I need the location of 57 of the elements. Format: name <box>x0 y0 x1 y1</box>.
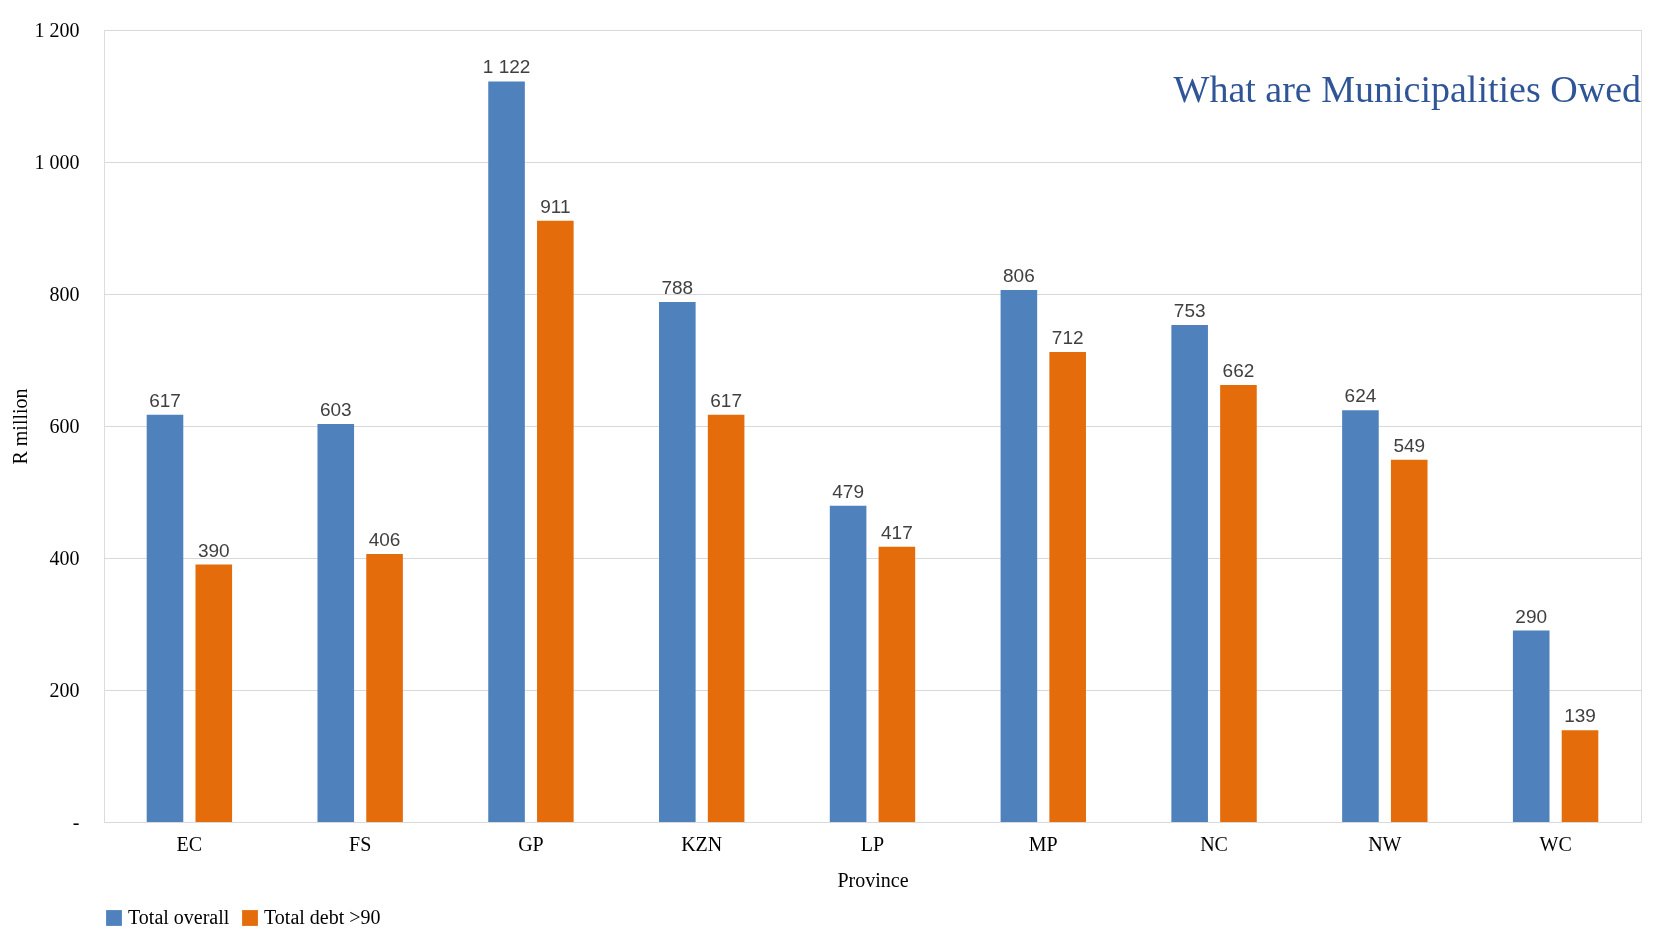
data-label: 1 122 <box>482 56 531 78</box>
legend-label: Total overall <box>128 906 230 928</box>
data-label: 479 <box>832 480 864 502</box>
data-label: 290 <box>1515 605 1548 627</box>
x-tick-label: MP <box>1028 832 1058 855</box>
y-tick-label: 600 <box>49 414 80 437</box>
x-tick-label: EC <box>176 832 203 855</box>
y-tick-label: - <box>72 810 80 833</box>
x-tick-label: NC <box>1200 832 1228 855</box>
bar <box>878 546 916 822</box>
x-axis-title: Province <box>837 868 909 891</box>
bar <box>366 554 403 822</box>
bar <box>146 414 184 822</box>
data-label: 662 <box>1222 360 1255 382</box>
bar <box>488 81 525 822</box>
bar <box>1171 325 1208 822</box>
data-label: 417 <box>881 521 913 543</box>
bar <box>659 301 696 822</box>
y-tick-label: 1 200 <box>34 18 80 41</box>
data-label: 617 <box>710 389 742 411</box>
bar <box>537 220 574 822</box>
y-tick-label: 1 000 <box>34 150 80 173</box>
legend-label: Total debt >90 <box>264 906 381 928</box>
y-axis-title: R million <box>8 388 31 465</box>
data-label: 806 <box>1003 265 1035 287</box>
x-tick-label: FS <box>349 832 372 855</box>
data-label: 139 <box>1564 705 1596 727</box>
data-label: 390 <box>197 539 230 561</box>
data-label: 753 <box>1173 300 1206 322</box>
x-tick-label: LP <box>860 832 885 855</box>
bar <box>317 424 355 822</box>
data-label: 617 <box>149 389 181 411</box>
data-label: 712 <box>1051 327 1084 349</box>
data-label: 911 <box>540 195 571 217</box>
bar <box>1512 630 1550 822</box>
x-tick-label: WC <box>1539 832 1572 855</box>
bar <box>1342 410 1379 822</box>
x-tick-label: GP <box>518 832 544 855</box>
text: What are Municipalities Owed <box>1173 68 1641 110</box>
data-label: 624 <box>1344 385 1377 407</box>
bar <box>1220 385 1257 822</box>
x-tick-label: NW <box>1368 832 1402 855</box>
x-tick-label: KZN <box>681 832 723 855</box>
bar <box>1390 459 1428 822</box>
bar <box>1049 352 1086 822</box>
y-tick-label: 800 <box>49 282 80 305</box>
data-label: 549 <box>1393 434 1426 456</box>
bar <box>1000 290 1038 822</box>
bar <box>707 414 745 822</box>
bar <box>195 564 233 822</box>
data-label: 406 <box>368 529 401 551</box>
y-tick-label: 200 <box>49 678 80 701</box>
bar <box>1561 730 1599 822</box>
data-label: 788 <box>661 276 694 298</box>
bar <box>829 505 867 822</box>
data-label: 603 <box>319 399 352 421</box>
y-tick-label: 400 <box>49 546 80 569</box>
